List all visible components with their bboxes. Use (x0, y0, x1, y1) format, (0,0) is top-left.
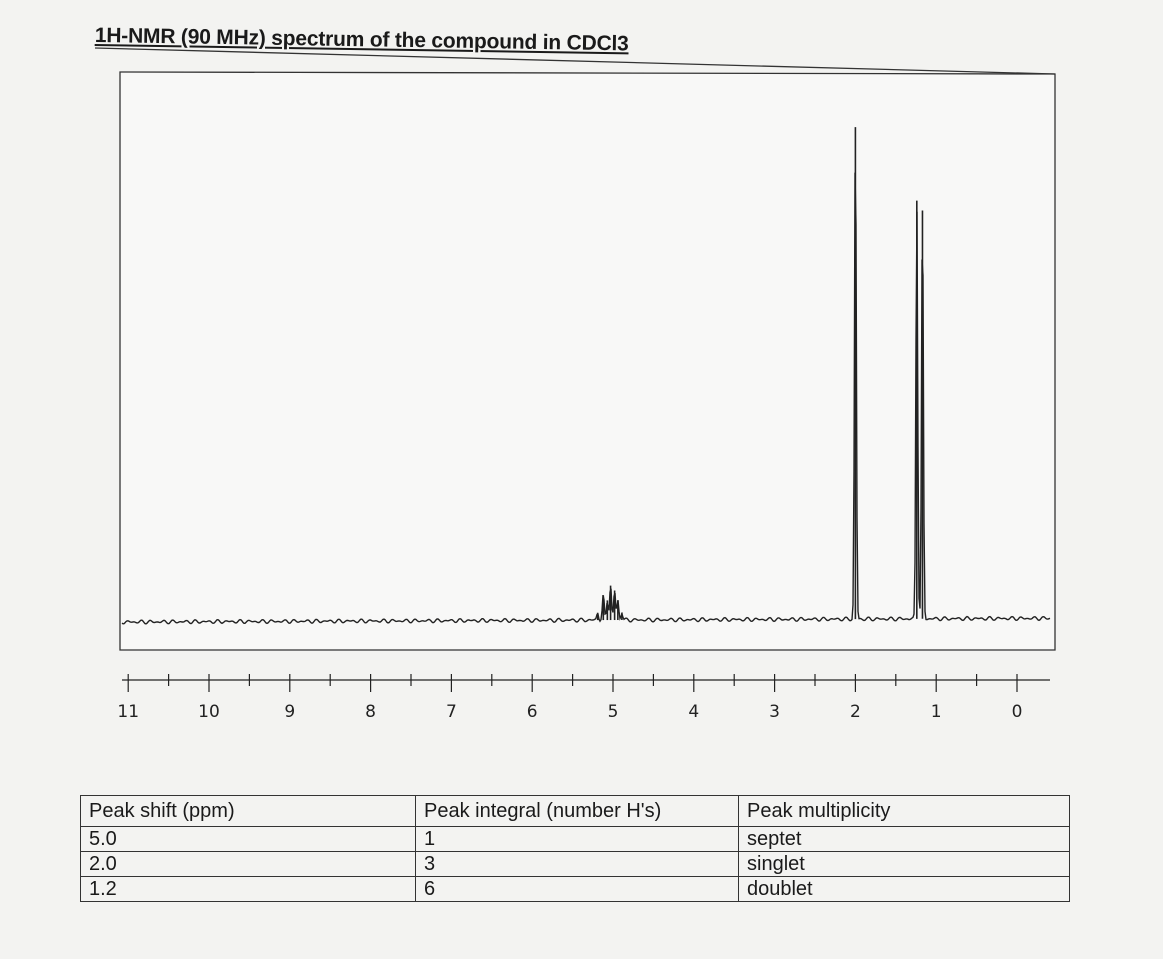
x-tick-label: 0 (1012, 702, 1023, 722)
x-tick-label: 7 (446, 702, 457, 722)
x-tick-label: 6 (527, 702, 538, 722)
cell-shift: 2.0 (80, 851, 416, 877)
x-tick-label: 1 (931, 702, 942, 722)
x-tick-label: 5 (608, 702, 619, 722)
cell-multiplicity: singlet (738, 851, 1070, 877)
peak-table: Peak shift (ppm) Peak integral (number H… (80, 795, 1070, 902)
table-row: 5.0 1 septet (80, 826, 1070, 852)
table-row: 2.0 3 singlet (80, 851, 1070, 877)
nmr-spectrum: 11 10 9 8 7 6 5 4 3 2 1 0 (94, 47, 1056, 722)
x-tick-label: 2 (850, 702, 861, 722)
cell-multiplicity: septet (738, 826, 1070, 852)
x-tick-label: 3 (769, 702, 780, 722)
cell-shift: 1.2 (80, 876, 416, 902)
plot-frame (119, 71, 1056, 651)
x-tick-label: 10 (198, 702, 220, 722)
cell-integral: 6 (415, 876, 739, 902)
spectrum-trace (121, 172, 1051, 625)
cell-integral: 3 (415, 851, 739, 877)
x-tick-label: 4 (688, 702, 699, 722)
cell-shift: 5.0 (80, 826, 416, 852)
cell-integral: 1 (415, 826, 739, 852)
title-underline (94, 47, 1056, 75)
header-shift: Peak shift (ppm) (80, 795, 416, 827)
table-row: 1.2 6 doublet (80, 876, 1070, 902)
header-multiplicity: Peak multiplicity (738, 795, 1070, 827)
cell-multiplicity: doublet (738, 876, 1070, 902)
table-header-row: Peak shift (ppm) Peak integral (number H… (80, 795, 1070, 827)
x-tick-label: 9 (284, 702, 295, 722)
x-tick-label: 11 (117, 702, 139, 722)
header-integral: Peak integral (number H's) (415, 795, 739, 827)
x-tick-label: 8 (365, 702, 376, 722)
